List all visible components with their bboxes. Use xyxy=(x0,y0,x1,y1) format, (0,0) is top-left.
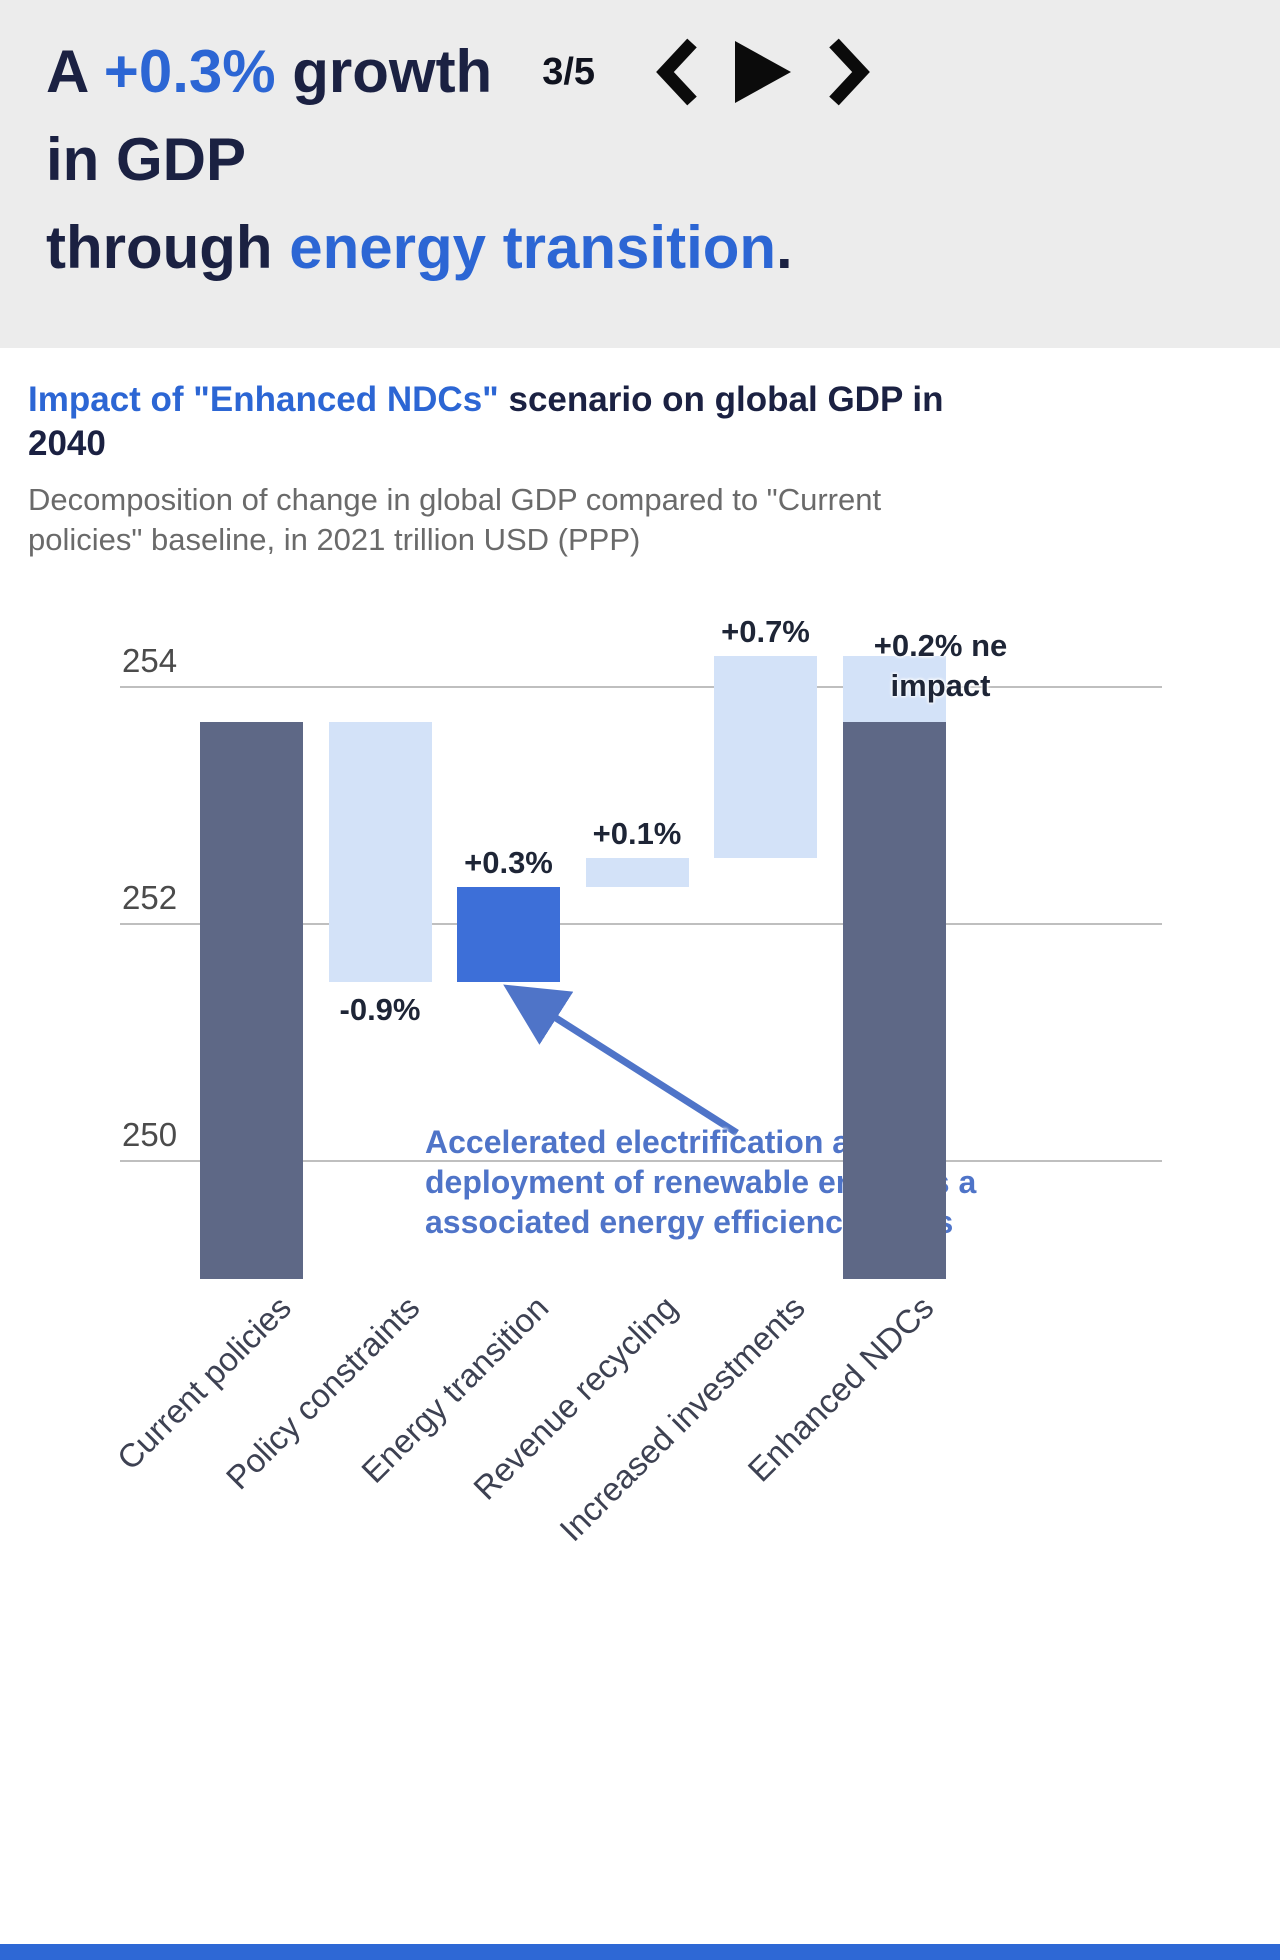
bar-policy-constraints xyxy=(328,721,432,983)
chart-title-rest: scenario on global GDP in 2040 xyxy=(28,380,944,463)
hero-header: A +0.3% growth 3/5 in GDP through energy… xyxy=(0,0,1280,348)
title-highlight-growth: +0.3% xyxy=(103,38,276,105)
chevron-right-icon xyxy=(829,38,870,106)
bar-revenue-recycling xyxy=(585,857,689,888)
chevron-left-icon xyxy=(656,38,697,106)
bar-enhanced-ndcs xyxy=(842,721,946,1279)
slide-counter: 3/5 xyxy=(542,51,596,93)
chart-heading-block: Impact of "Enhanced NDCs" scenario on gl… xyxy=(0,378,1280,560)
value-label-energy-transition: +0.3% xyxy=(464,845,553,881)
value-label-revenue-recycling: +0.1% xyxy=(592,815,682,851)
chart-title-highlight: Impact of "Enhanced NDCs" xyxy=(28,380,499,419)
hero-title-line2: in GDP xyxy=(46,126,247,193)
hero-title-line1: A +0.3% growth 3/5 xyxy=(46,28,1234,116)
bar-current-policies xyxy=(200,721,303,1279)
hero-title-line3: through energy transition. xyxy=(46,204,1234,292)
title-period: . xyxy=(776,214,793,281)
y-tick-label-254: 254 xyxy=(122,642,178,680)
footer-progress-bar xyxy=(0,1944,1280,1960)
callout-line: Accelerated electrification and xyxy=(425,1124,890,1160)
value-label-policy-constraints: -0.9% xyxy=(339,992,421,1028)
next-slide-button[interactable] xyxy=(827,37,873,107)
value-label-increased-investments: +0.7% xyxy=(721,614,810,650)
hero-title-text-1: A +0.3% growth xyxy=(46,28,492,116)
title-highlight-energy: energy transition xyxy=(289,214,777,281)
chart-subtitle: Decomposition of change in global GDP co… xyxy=(28,481,882,557)
title-prefix-2: through xyxy=(46,214,290,281)
x-label-increased-investments: Increased investments xyxy=(552,1288,813,1549)
bar-energy-transition xyxy=(457,887,560,983)
net-impact-label-line: impact xyxy=(890,668,991,703)
prev-slide-button[interactable] xyxy=(653,37,699,107)
y-tick-label-250: 250 xyxy=(122,1116,178,1154)
net-impact-label: +0.2% ne impact xyxy=(858,626,1023,706)
net-impact-label-line: +0.2% ne xyxy=(873,628,1008,663)
gridline-250 xyxy=(120,1160,1162,1163)
title-prefix: A xyxy=(46,38,104,105)
gridline-254 xyxy=(120,686,1162,689)
carousel-nav xyxy=(653,37,873,107)
title-suffix: growth xyxy=(275,38,493,105)
chart-title: Impact of "Enhanced NDCs" scenario on gl… xyxy=(28,378,968,466)
play-icon xyxy=(735,41,792,103)
y-tick-label-252: 252 xyxy=(122,879,178,917)
bar-enhanced-ndcs-cap xyxy=(842,656,946,722)
play-button[interactable] xyxy=(731,37,795,107)
gridline-252 xyxy=(120,923,1162,926)
bar-increased-investments xyxy=(714,656,817,858)
waterfall-chart: Accelerated electrification and deploymen… xyxy=(0,600,1280,1600)
